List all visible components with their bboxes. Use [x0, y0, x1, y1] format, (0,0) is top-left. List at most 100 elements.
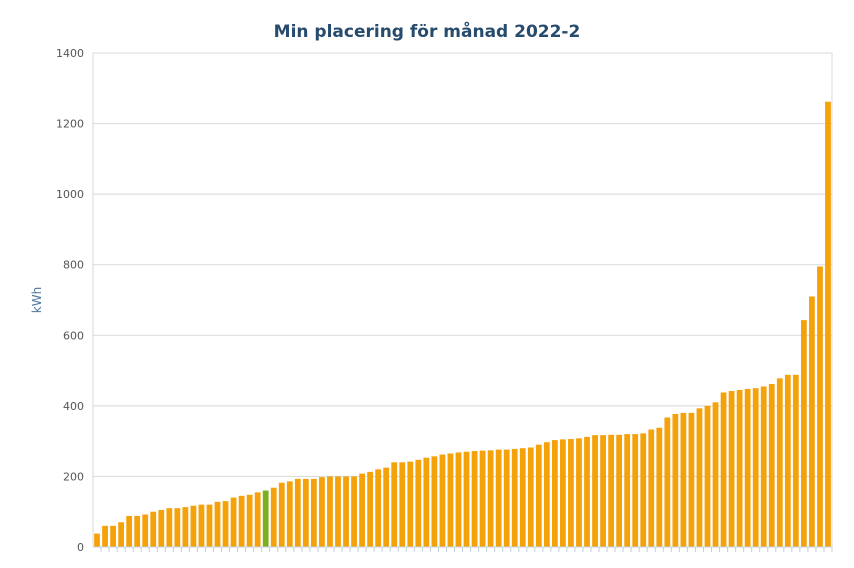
bar[interactable] — [752, 388, 759, 547]
bar[interactable] — [367, 471, 374, 547]
bar[interactable] — [817, 266, 823, 547]
bar[interactable] — [126, 515, 133, 547]
bar[interactable] — [744, 388, 751, 547]
bar[interactable] — [551, 440, 558, 547]
bar[interactable] — [656, 427, 663, 547]
bar[interactable] — [399, 462, 406, 547]
y-axis-ticks: 0 200 400 600 800 1000 1200 1400 — [56, 47, 84, 554]
bar[interactable] — [728, 391, 735, 547]
bar[interactable] — [254, 492, 261, 547]
bar[interactable] — [134, 515, 141, 547]
bar[interactable] — [648, 429, 655, 548]
bar[interactable] — [495, 449, 502, 547]
bar[interactable] — [447, 453, 454, 547]
bar[interactable] — [359, 473, 365, 547]
bar[interactable] — [519, 448, 526, 547]
bar[interactable] — [431, 456, 438, 547]
bar[interactable] — [286, 481, 293, 547]
bar[interactable] — [174, 508, 181, 547]
bar[interactable] — [270, 487, 277, 547]
bar[interactable] — [688, 412, 695, 547]
bar[interactable] — [784, 374, 791, 547]
bar[interactable] — [302, 478, 309, 547]
bar[interactable] — [343, 476, 349, 547]
bar[interactable] — [439, 454, 446, 547]
bar[interactable] — [182, 507, 189, 547]
bar[interactable] — [640, 433, 647, 547]
bar[interactable] — [760, 386, 767, 547]
bar[interactable] — [166, 508, 173, 547]
bar[interactable] — [825, 101, 831, 547]
bar[interactable] — [110, 525, 116, 547]
y-tick-label: 1200 — [56, 118, 84, 131]
bar[interactable] — [190, 505, 197, 547]
bar[interactable] — [407, 461, 414, 547]
y-tick-label: 1000 — [56, 188, 84, 201]
bar[interactable] — [576, 438, 582, 547]
bar[interactable] — [158, 509, 165, 547]
bar[interactable] — [335, 476, 341, 547]
bar[interactable] — [535, 444, 542, 547]
bar[interactable] — [142, 514, 149, 547]
bar[interactable] — [680, 412, 687, 547]
y-tick-label: 1400 — [56, 47, 84, 60]
bar[interactable] — [800, 320, 807, 547]
bar[interactable] — [712, 402, 719, 547]
bar[interactable] — [672, 413, 679, 547]
bar[interactable] — [375, 469, 382, 547]
bar-highlight[interactable] — [262, 490, 269, 547]
bar[interactable] — [238, 495, 245, 547]
bar[interactable] — [776, 378, 783, 547]
bar[interactable] — [503, 449, 510, 547]
bar[interactable] — [311, 478, 317, 547]
bar[interactable] — [632, 434, 639, 547]
y-tick-label: 800 — [63, 259, 84, 272]
bar[interactable] — [704, 405, 711, 547]
bar[interactable] — [278, 482, 285, 547]
bar[interactable] — [214, 501, 221, 547]
bar[interactable] — [246, 494, 253, 547]
bar[interactable] — [527, 447, 534, 547]
bar[interactable] — [294, 478, 301, 547]
bar[interactable] — [696, 408, 703, 547]
bar[interactable] — [463, 451, 470, 547]
bar[interactable] — [150, 511, 157, 547]
bar[interactable] — [608, 434, 614, 547]
bar[interactable] — [222, 501, 229, 547]
bar[interactable] — [616, 434, 623, 547]
bar[interactable] — [720, 392, 727, 547]
bar[interactable] — [560, 439, 566, 547]
bar[interactable] — [351, 476, 357, 547]
bar[interactable] — [543, 442, 550, 547]
bar[interactable] — [809, 296, 815, 547]
bar[interactable] — [792, 374, 799, 547]
bar[interactable] — [511, 448, 518, 547]
bar[interactable] — [206, 504, 213, 547]
bar[interactable] — [415, 459, 422, 547]
bar[interactable] — [319, 477, 325, 547]
bar[interactable] — [383, 467, 390, 547]
bar[interactable] — [600, 435, 606, 547]
bar[interactable] — [664, 417, 671, 548]
bar[interactable] — [327, 476, 333, 547]
bar[interactable] — [118, 522, 124, 547]
chart-title: Min placering för månad 2022-2 — [274, 20, 581, 42]
bar[interactable] — [391, 462, 398, 547]
bar[interactable] — [624, 434, 631, 547]
bar[interactable] — [592, 435, 598, 547]
bar[interactable] — [568, 439, 574, 547]
bar[interactable] — [584, 436, 590, 547]
bar[interactable] — [455, 452, 462, 547]
y-tick-label: 600 — [63, 329, 84, 342]
bar[interactable] — [94, 533, 100, 547]
bar[interactable] — [230, 497, 237, 547]
bar[interactable] — [102, 525, 108, 547]
bar[interactable] — [736, 389, 743, 547]
bar[interactable] — [423, 457, 430, 547]
bar[interactable] — [471, 451, 478, 547]
bar[interactable] — [479, 450, 486, 547]
bar[interactable] — [487, 450, 494, 547]
bar[interactable] — [768, 383, 775, 547]
bar[interactable] — [198, 504, 205, 547]
